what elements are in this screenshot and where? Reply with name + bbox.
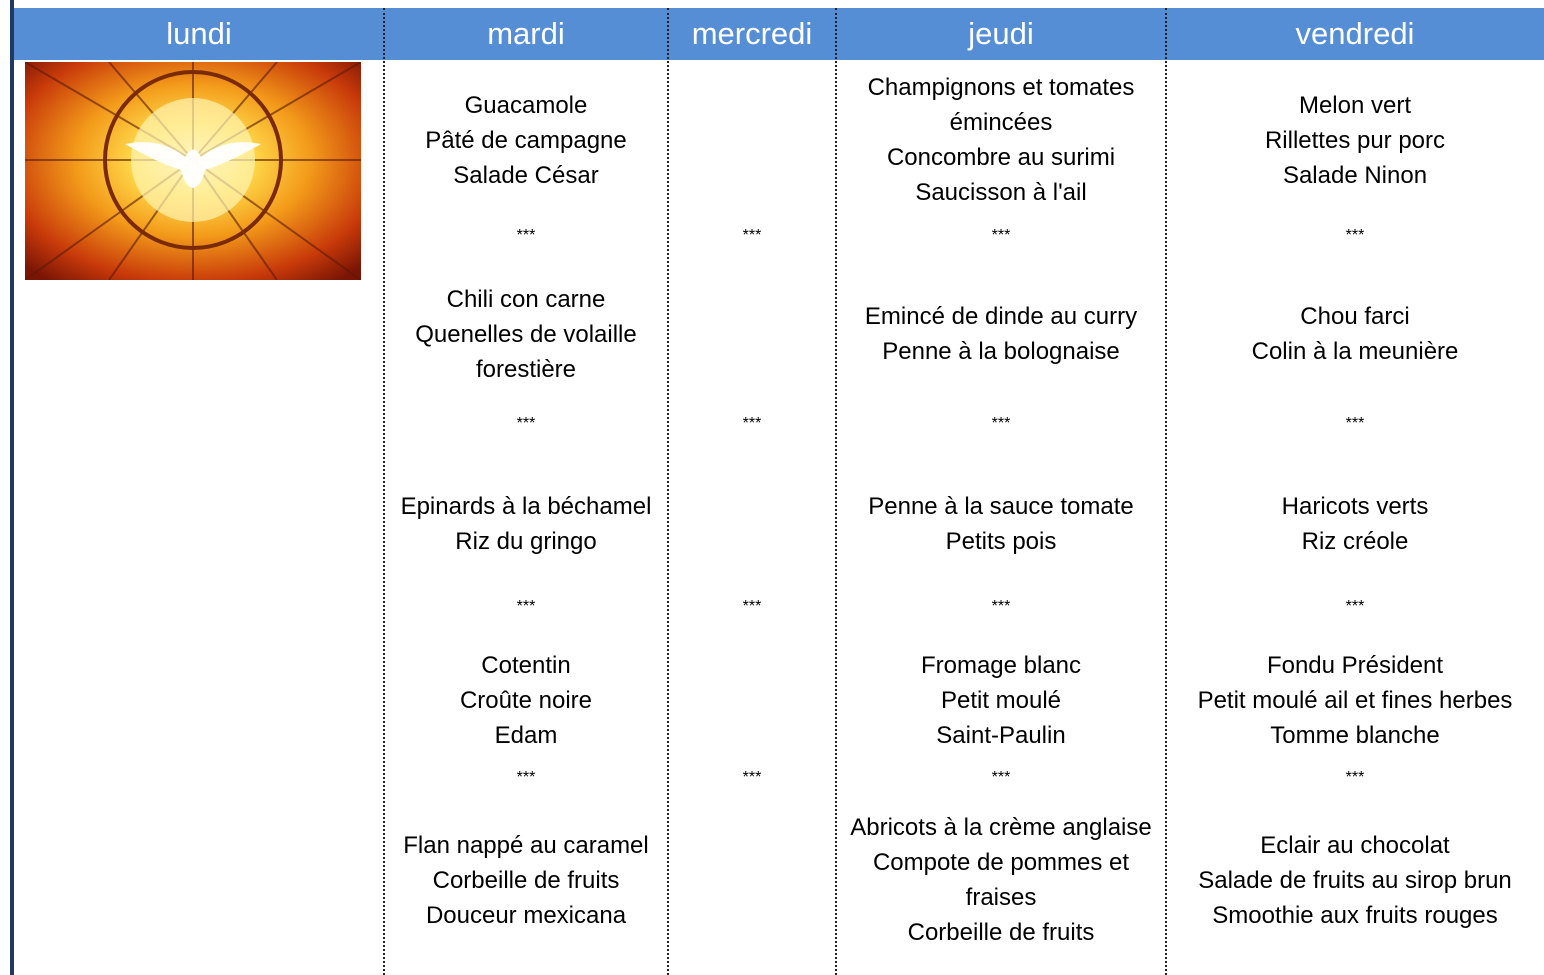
column-divider (383, 8, 385, 975)
course-group: Champignons et tomates émincées Concombre… (838, 40, 1164, 240)
day-header: mercredi (691, 16, 813, 51)
separator: *** (1345, 769, 1365, 786)
dish: Emincé de dinde au curry (864, 303, 1138, 330)
course-group: Fondu Président Petit moulé ail et fines … (1168, 600, 1542, 800)
column-divider (835, 8, 837, 975)
course-group (670, 234, 834, 434)
dish: Salade César (453, 161, 599, 189)
dish: Flan nappé au caramel (403, 831, 649, 859)
dish: Corbeille de fruits (907, 919, 1095, 946)
course-group: Flan nappé au caramel Corbeille de fruits… (386, 780, 666, 975)
dish: Riz créole (1301, 528, 1409, 555)
dish: Epinards à la béchamel (400, 493, 652, 520)
course-group: Chou farci Colin à la meunière (1168, 234, 1542, 434)
dish: Haricots verts (1281, 493, 1429, 520)
dish: Tomme blanche (1270, 721, 1440, 749)
column-divider (667, 8, 669, 975)
dish: Edam (494, 721, 558, 749)
dish: Quenelles de volaille forestière (415, 320, 637, 383)
day-header: jeudi (968, 16, 1034, 51)
separator: *** (991, 227, 1011, 244)
day-header: mardi (487, 16, 565, 51)
separator: *** (991, 598, 1011, 615)
dish: Corbeille de fruits (432, 866, 620, 894)
course-group: Chili con carne Quenelles de volaille for… (386, 234, 666, 434)
dish: Cotentin (481, 651, 571, 679)
course-group (670, 424, 834, 624)
course-group: Eclair au chocolat Salade de fruits au si… (1168, 780, 1542, 975)
dish: Fondu Président (1266, 651, 1444, 679)
dish: Compote de pommes et fraises (872, 849, 1130, 911)
day-header: lundi (166, 16, 232, 51)
course-group (670, 780, 834, 975)
dish: Eclair au chocolat (1260, 831, 1450, 859)
course-group: Fromage blanc Petit moulé Saint-Paulin (838, 600, 1164, 800)
dish: Fromage blanc (920, 651, 1082, 679)
course-group: Penne à la sauce tomate Petits pois (838, 424, 1164, 624)
dish: Petit moulé ail et fines herbes (1197, 686, 1513, 714)
separator: *** (742, 769, 762, 786)
dish: Salade de fruits au sirop brun (1198, 866, 1512, 894)
separator: *** (742, 598, 762, 615)
course-group: Melon vert Rillettes pur porc Salade Ninon (1168, 40, 1542, 240)
separator: *** (991, 769, 1011, 786)
stained-glass-image (25, 62, 361, 280)
column-divider (1165, 8, 1167, 975)
course-group: Abricots à la crème anglaise Compote de p… (838, 780, 1164, 975)
dish: Salade Ninon (1282, 161, 1428, 189)
day-header: vendredi (1295, 16, 1415, 51)
course-group (670, 40, 834, 240)
separator: *** (1345, 415, 1365, 432)
dish: Riz du gringo (455, 528, 597, 555)
separator: *** (742, 415, 762, 432)
dish: Melon vert (1298, 91, 1412, 119)
course-group: Haricots verts Riz créole (1168, 424, 1542, 624)
separator: *** (516, 769, 536, 786)
dish: Saucisson à l'ail (915, 179, 1087, 206)
dish: Chili con carne (446, 285, 606, 313)
dish: Rillettes pur porc (1264, 126, 1446, 154)
dish: Guacamole (464, 91, 588, 119)
separator: *** (516, 415, 536, 432)
dish: Concombre au surimi (886, 144, 1116, 171)
course-group: Guacamole Pâté de campagne Salade César (386, 40, 666, 240)
course-group: Epinards à la béchamel Riz du gringo (386, 424, 666, 624)
separator: *** (742, 227, 762, 244)
dish: Croûte noire (459, 686, 593, 714)
dish: Champignons et tomates émincées (867, 74, 1135, 136)
left-border (10, 0, 14, 975)
separator: *** (1345, 227, 1365, 244)
dish: Penne à la bolognaise (882, 338, 1120, 365)
dish: Saint-Paulin (936, 721, 1066, 749)
dish: Abricots à la crème anglaise (850, 814, 1152, 841)
separator: *** (1345, 598, 1365, 615)
dish: Colin à la meunière (1251, 338, 1459, 365)
dish: Petits pois (945, 528, 1057, 555)
separator: *** (991, 415, 1011, 432)
dish: Smoothie aux fruits rouges (1212, 901, 1498, 929)
separator: *** (516, 598, 536, 615)
dish: Pâté de campagne (425, 126, 627, 154)
dish: Penne à la sauce tomate (868, 493, 1134, 520)
dish: Chou farci (1300, 303, 1410, 330)
separator: *** (516, 227, 536, 244)
dish: Douceur mexicana (425, 901, 627, 929)
header-bar (14, 8, 1544, 60)
course-group: Emincé de dinde au curry Penne à la bolog… (838, 234, 1164, 434)
dish: Petit moulé (940, 686, 1062, 714)
course-group: Cotentin Croûte noire Edam (386, 600, 666, 800)
